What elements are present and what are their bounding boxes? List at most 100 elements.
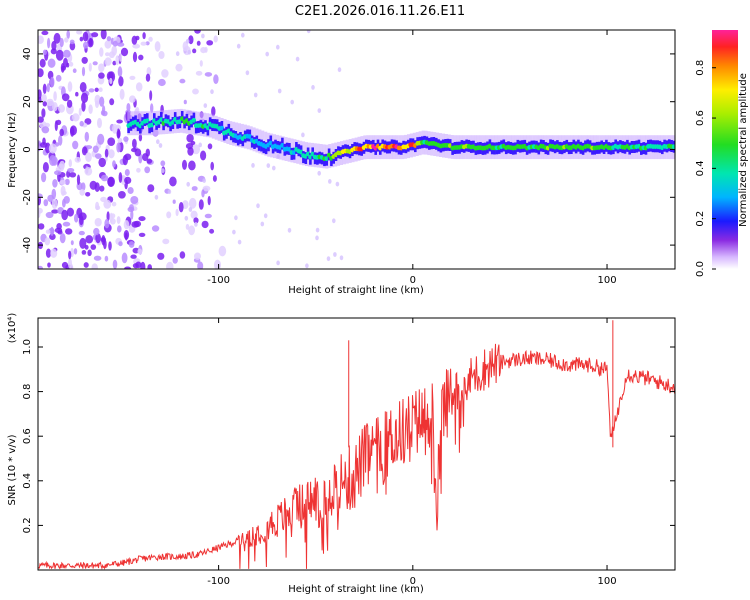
- noise-speck: [106, 211, 110, 222]
- noise-speck: [276, 260, 280, 266]
- noise-speck: [124, 153, 132, 161]
- noise-speck: [123, 136, 129, 142]
- noise-speck: [38, 209, 41, 218]
- noise-speck: [55, 74, 62, 82]
- y-tick-label: 0.4: [22, 473, 33, 489]
- noise-speck: [194, 30, 201, 34]
- noise-speck: [311, 85, 315, 90]
- noise-speck: [112, 123, 118, 134]
- noise-speck: [104, 255, 109, 262]
- y-tick-label: 1.0: [22, 339, 33, 355]
- noise-speck: [131, 147, 137, 153]
- noise-speck: [84, 167, 93, 176]
- noise-speck: [74, 213, 79, 223]
- noise-speck: [47, 37, 51, 49]
- noise-speck: [193, 217, 199, 224]
- noise-speck: [38, 89, 42, 99]
- noise-speck: [156, 139, 160, 145]
- noise-speck: [103, 239, 107, 250]
- noise-speck: [109, 77, 113, 85]
- noise-speck: [38, 68, 44, 78]
- noise-speck: [290, 99, 295, 105]
- noise-speck: [83, 41, 89, 49]
- noise-speck: [186, 133, 194, 143]
- noise-speck: [95, 153, 102, 160]
- noise-speck: [210, 161, 214, 171]
- noise-speck: [74, 156, 82, 163]
- noise-speck: [175, 63, 183, 72]
- noise-speck: [317, 170, 322, 176]
- noise-speck: [85, 235, 94, 244]
- noise-speck: [337, 67, 342, 73]
- noise-speck: [84, 244, 89, 250]
- noise-speck: [117, 137, 123, 143]
- noise-speck: [62, 221, 71, 227]
- noise-speck: [151, 225, 160, 232]
- noise-speck: [83, 262, 89, 268]
- noise-speck: [61, 93, 70, 102]
- noise-speck: [59, 160, 65, 170]
- noise-speck: [129, 95, 136, 103]
- noise-speck: [178, 202, 184, 213]
- noise-speck: [186, 181, 190, 187]
- noise-speck: [49, 155, 57, 166]
- noise-speck: [59, 128, 64, 137]
- noise-speck: [326, 256, 331, 262]
- noise-speck: [214, 259, 221, 269]
- noise-speck: [92, 61, 98, 66]
- noise-speck: [130, 209, 134, 220]
- noise-speck: [81, 56, 88, 64]
- y-tick-label: -20: [22, 189, 33, 205]
- noise-speck: [301, 132, 305, 138]
- noise-speck: [245, 70, 250, 76]
- noise-speck: [41, 30, 49, 36]
- noise-speck: [84, 118, 92, 125]
- noise-speck: [234, 215, 238, 221]
- x-tick-label: 0: [410, 576, 416, 587]
- colorbar-label: Normalized spectral amplitude: [738, 73, 749, 227]
- noise-speck: [190, 210, 198, 219]
- y-tick-label: 0.6: [22, 428, 33, 444]
- snr-series-line: [38, 343, 675, 570]
- noise-speck: [132, 43, 141, 49]
- snr-panel: -100 0 100 0.2 0.4 0.6 0.8 1.0 Height of straig…: [7, 313, 676, 595]
- noise-speck: [119, 52, 122, 62]
- colorbar-tick-label: 0.4: [695, 160, 706, 176]
- noise-speck: [41, 126, 50, 134]
- noise-speck: [117, 42, 125, 47]
- noise-speck: [145, 41, 150, 46]
- noise-speck: [104, 40, 112, 49]
- noise-speck: [154, 194, 159, 200]
- noise-speck: [38, 265, 43, 269]
- noise-speck: [51, 188, 57, 200]
- noise-speck: [66, 207, 74, 217]
- noise-speck: [47, 58, 56, 68]
- noise-speck: [61, 261, 69, 269]
- noise-speck: [106, 36, 112, 42]
- noise-speck: [46, 98, 54, 107]
- noise-speck: [91, 263, 98, 269]
- noise-speck: [89, 180, 98, 190]
- noise-speck: [41, 172, 47, 183]
- noise-speck: [140, 261, 146, 269]
- noise-speck: [132, 138, 137, 149]
- noise-speck: [166, 261, 174, 269]
- noise-speck: [46, 83, 50, 93]
- noise-speck: [69, 61, 74, 67]
- figure-title: C2E1.2026.016.11.26.E11: [295, 4, 465, 19]
- noise-speck: [61, 209, 69, 221]
- noise-speck: [263, 213, 268, 219]
- ridge-point: [671, 144, 675, 150]
- noise-speck: [129, 75, 136, 80]
- spectrogram-ridge: [126, 111, 675, 167]
- noise-speck: [202, 178, 206, 184]
- noise-speck: [58, 135, 63, 146]
- noise-speck: [127, 206, 135, 212]
- y-tick-label: 40: [22, 48, 33, 61]
- noise-speck: [47, 262, 51, 268]
- y-tick-label: -40: [22, 237, 33, 253]
- x-tick-label: -100: [207, 275, 230, 286]
- noise-speck: [175, 208, 179, 217]
- x-tick-label: 100: [597, 275, 616, 286]
- noise-speck: [85, 152, 92, 163]
